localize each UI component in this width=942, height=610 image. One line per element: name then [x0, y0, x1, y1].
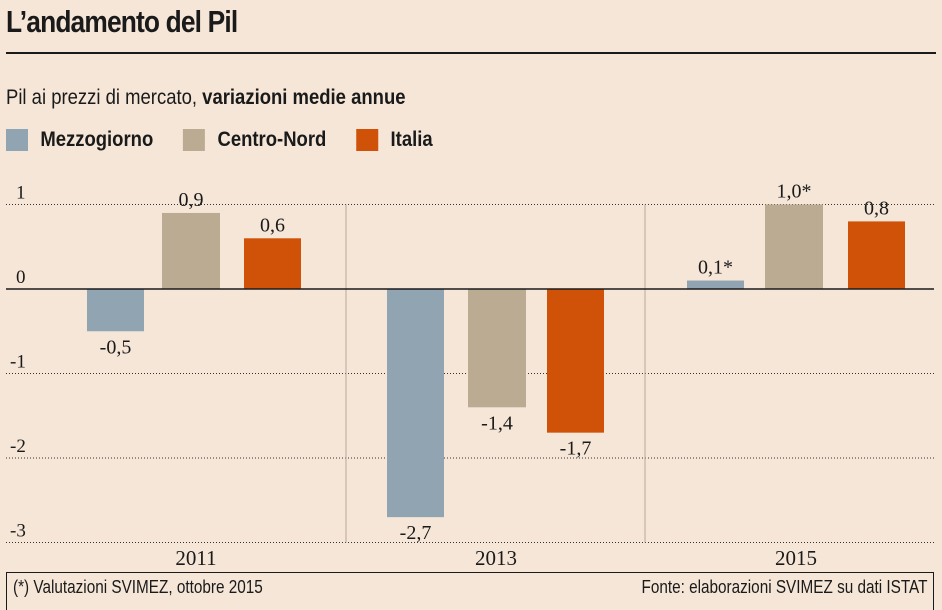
footer: (*) Valutazioni SVIMEZ, ottobre 2015 Fon…	[6, 572, 934, 610]
chart-subtitle: Pil ai prezzi di mercato, variazioni med…	[6, 86, 406, 110]
bar-mezzogiorno-2013	[387, 289, 444, 518]
bar-italia-2015	[848, 221, 905, 289]
x-tick-label: 2013	[475, 546, 517, 570]
legend-item-italia: Italia	[356, 128, 433, 152]
title-rule	[6, 52, 936, 54]
subtitle-normal: Pil ai prezzi di mercato,	[6, 86, 198, 109]
group-separators	[345, 204, 646, 543]
y-tick-labels: 1 0 -1 -2 -3	[10, 183, 26, 542]
x-tick-labels: 2011 2013 2015	[175, 546, 817, 570]
y-tick-label: -2	[10, 436, 26, 457]
x-tick-label: 2011	[175, 546, 216, 570]
bars	[87, 204, 905, 518]
legend-swatch-centro-nord	[183, 129, 206, 151]
bar-chart: 1 0 -1 -2 -3 -0,5 -2,7 0,1* 0,9 -1,4 1,0* 0,6 -1,7 0…	[6, 181, 934, 570]
legend: Mezzogiorno Centro-Nord Italia	[6, 128, 463, 152]
value-label: 0,9	[179, 189, 204, 211]
subtitle-bold: variazioni medie annue	[202, 86, 406, 109]
x-tick-label: 2015	[775, 546, 817, 570]
value-label: 0,1*	[698, 257, 733, 279]
legend-item-centro-nord: Centro-Nord	[183, 128, 326, 152]
bar-mezzogiorno-2011	[87, 289, 144, 332]
value-label: 1,0*	[777, 181, 812, 203]
bar-centro-nord-2015	[765, 204, 823, 289]
legend-label: Mezzogiorno	[40, 128, 154, 151]
source-note: Fonte: elaborazioni SVIMEZ su dati ISTAT	[640, 577, 927, 597]
value-label: 0,8	[864, 197, 889, 219]
value-labels: -0,5 -2,7 0,1* 0,9 -1,4 1,0* 0,6 -1,7 0,8	[100, 181, 889, 545]
bar-italia-2013	[547, 289, 604, 433]
legend-label: Centro-Nord	[217, 128, 327, 151]
value-label: -2,7	[400, 522, 432, 544]
value-label: -1,4	[481, 412, 513, 434]
y-tick-label: 0	[16, 267, 26, 288]
bar-centro-nord-2011	[162, 212, 220, 289]
footnote: (*) Valutazioni SVIMEZ, ottobre 2015	[13, 577, 263, 597]
chart-title: L’andamento del Pil	[6, 4, 238, 39]
value-label: 0,6	[260, 214, 285, 236]
legend-swatch-mezzogiorno	[6, 129, 28, 151]
bar-italia-2011	[244, 238, 301, 289]
value-label: -1,7	[560, 438, 592, 460]
y-tick-label: -1	[10, 352, 26, 373]
bar-mezzogiorno-2015	[687, 280, 744, 289]
y-tick-label: 1	[16, 183, 26, 204]
legend-swatch-italia	[356, 129, 379, 151]
bar-centro-nord-2013	[468, 289, 526, 408]
value-label: -0,5	[100, 336, 132, 358]
legend-item-mezzogiorno: Mezzogiorno	[6, 128, 153, 152]
legend-label: Italia	[390, 128, 433, 151]
y-tick-label: -3	[10, 521, 26, 542]
